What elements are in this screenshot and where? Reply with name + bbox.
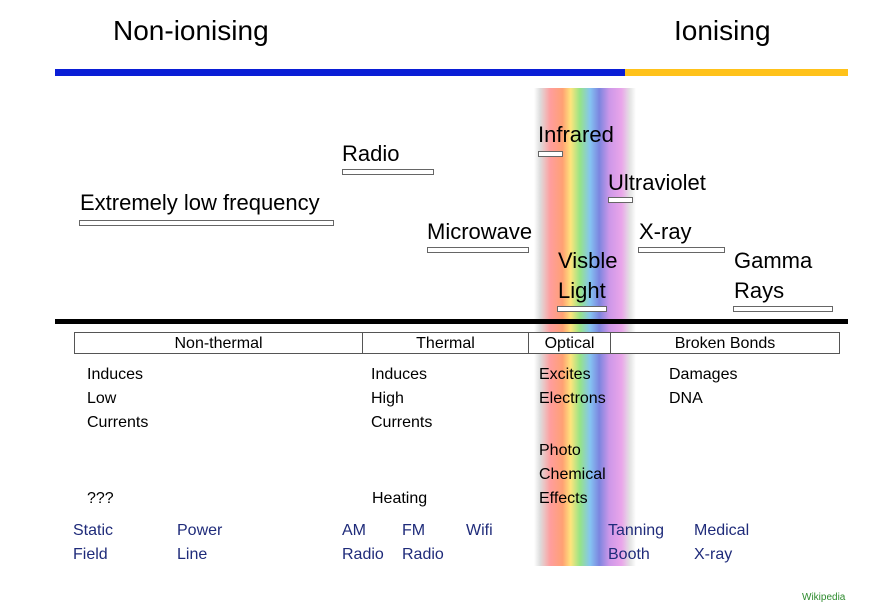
- effect-line: Excites: [539, 366, 591, 383]
- effect-broken-bonds: Damages DNA: [669, 363, 737, 411]
- credit-link[interactable]: Wikipedia: [802, 592, 846, 603]
- band-label-visible-1: Visble: [558, 248, 618, 273]
- band-bar-elf: [79, 220, 334, 226]
- effect-line: Induces: [371, 366, 428, 383]
- example-line: X-ray: [694, 546, 733, 563]
- example-power-line: Power Line: [177, 519, 222, 567]
- example-line: Tanning: [608, 522, 665, 539]
- example-am-radio: AM Radio: [342, 519, 384, 567]
- example-line: Radio: [402, 546, 444, 563]
- band-bar-xray: [638, 247, 725, 253]
- example-line: Radio: [342, 546, 384, 563]
- band-label-ultraviolet: Ultraviolet: [608, 170, 706, 195]
- effect-line: Low: [87, 390, 117, 407]
- band-bar-visible: [557, 306, 607, 312]
- example-line: Field: [73, 546, 108, 563]
- band-label-microwave: Microwave: [427, 219, 533, 244]
- example-line: Line: [177, 546, 208, 563]
- band-label-visible-2: Light: [558, 278, 606, 303]
- example-line: Booth: [608, 546, 650, 563]
- example-tanning-booth: Tanning Booth: [608, 519, 664, 567]
- example-line: Power: [177, 522, 223, 539]
- band-label-gamma-2: Rays: [734, 278, 785, 303]
- band-label-gamma-1: Gamma: [734, 248, 813, 273]
- effect-line: Chemical: [539, 466, 606, 483]
- example-line: Static: [73, 522, 114, 539]
- category-non-thermal: Non-thermal: [75, 333, 363, 353]
- effect-line: High: [371, 390, 404, 407]
- effect-photochemical: Photo Chemical Effects: [539, 439, 606, 511]
- effect-line: Photo: [539, 442, 581, 459]
- example-medical-xray: Medical X-ray: [694, 519, 749, 567]
- category-thermal: Thermal: [363, 333, 529, 353]
- band-label-xray: X-ray: [639, 219, 692, 244]
- effect-line: Damages: [669, 366, 738, 383]
- example-line: AM: [342, 522, 366, 539]
- visible-spectrum-gradient: [534, 88, 636, 566]
- band-bar-infrared: [538, 151, 563, 157]
- effect-line: DNA: [669, 390, 703, 407]
- effect-thermal: Induces High Currents: [371, 363, 432, 435]
- example-fm-radio: FM Radio: [402, 519, 444, 567]
- category-broken-bonds: Broken Bonds: [674, 335, 776, 352]
- band-bar-microwave: [427, 247, 529, 253]
- example-static-field: Static Field: [73, 519, 113, 567]
- band-label-infrared: Infrared: [538, 122, 614, 147]
- band-label-elf: Extremely low frequency: [80, 190, 320, 215]
- band-label-radio: Radio: [342, 141, 400, 166]
- effect-heating: Heating: [372, 490, 428, 507]
- band-bar-gamma: [733, 306, 833, 312]
- effect-line: Electrons: [539, 390, 606, 407]
- non-ionising-bar: [55, 69, 625, 76]
- band-bar-ultraviolet: [608, 197, 633, 203]
- ionising-heading: Ionising: [674, 15, 771, 46]
- effect-line: Effects: [539, 490, 588, 507]
- example-line: Medical: [694, 522, 750, 539]
- effect-line: Currents: [87, 414, 149, 431]
- example-wifi: Wifi: [466, 522, 493, 539]
- effect-unknown: ???: [87, 490, 114, 507]
- effect-line: Currents: [371, 414, 433, 431]
- effect-line: Induces: [87, 366, 144, 383]
- non-ionising-heading: Non-ionising: [113, 15, 269, 46]
- effect-optical: Excites Electrons: [539, 363, 606, 411]
- category-row: Non-thermal Thermal Optical Broken Bonds: [74, 332, 840, 354]
- category-optical: Optical: [529, 333, 611, 353]
- ionising-bar: [625, 69, 848, 76]
- example-line: FM: [402, 522, 426, 539]
- band-bar-radio: [342, 169, 434, 175]
- effect-non-thermal: Induces Low Currents: [87, 363, 148, 435]
- divider-line: [55, 319, 848, 324]
